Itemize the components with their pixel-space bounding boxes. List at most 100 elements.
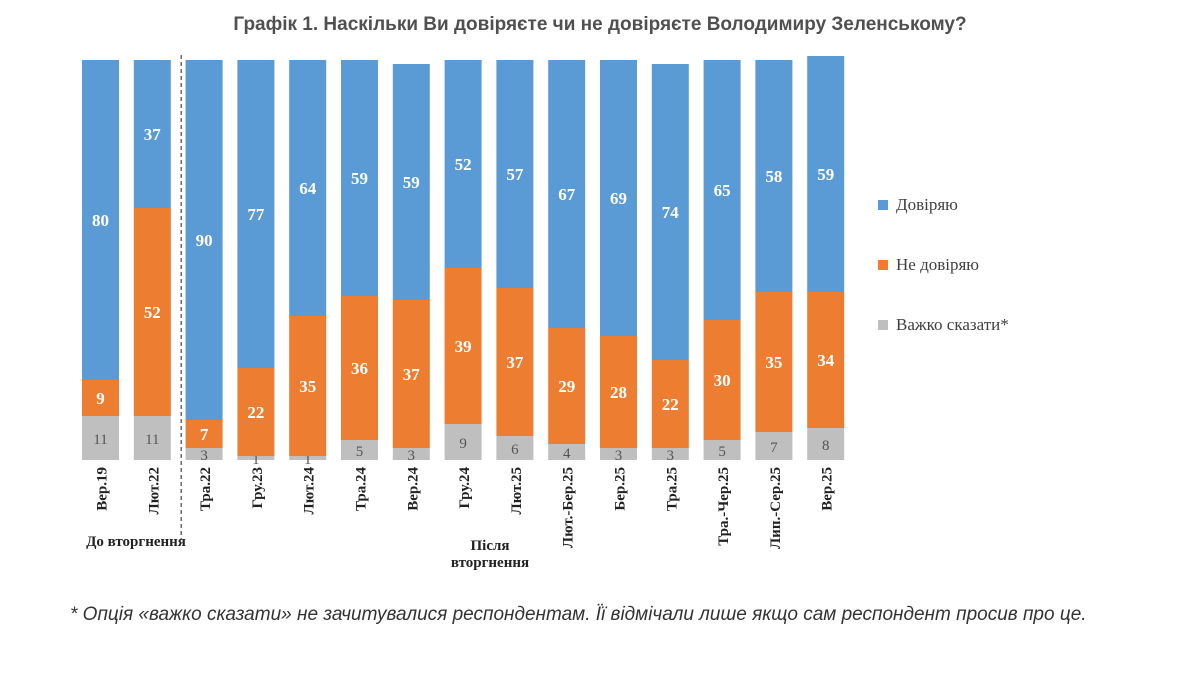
bar-trust-2 [185, 60, 223, 420]
data-label-trust-11: 74 [662, 203, 680, 222]
data-label-hard-to-say-5: 5 [356, 444, 364, 460]
data-label-hard-to-say-1: 11 [145, 432, 159, 448]
data-label-distrust-3: 22 [247, 403, 264, 422]
data-label-trust-0: 80 [92, 211, 109, 230]
bar-trust-3 [237, 60, 275, 368]
data-label-trust-3: 77 [247, 205, 265, 224]
data-label-distrust-13: 35 [765, 353, 782, 372]
bar-hard-to-say-11 [651, 448, 689, 460]
data-label-trust-12: 65 [714, 181, 731, 200]
bar-distrust-6 [392, 300, 430, 448]
bar-trust-13 [755, 60, 793, 292]
data-label-hard-to-say-7: 9 [459, 436, 467, 452]
data-label-trust-9: 67 [558, 185, 576, 204]
bar-distrust-14 [807, 292, 845, 428]
bar-distrust-13 [755, 292, 793, 432]
legend-label-hard-to-say: Важко сказати* [896, 315, 1009, 334]
data-label-hard-to-say-10: 3 [615, 448, 623, 464]
data-label-trust-1: 37 [144, 125, 162, 144]
data-label-trust-10: 69 [610, 189, 627, 208]
legend-swatch-hard-to-say [878, 320, 888, 330]
chart-legend: Довіряю Не довіряю Важко сказати* [878, 195, 1009, 375]
bar-hard-to-say-5 [341, 440, 378, 460]
data-label-distrust-2: 7 [200, 425, 209, 444]
data-label-hard-to-say-4: 1 [304, 452, 312, 468]
bar-hard-to-say-4 [289, 456, 327, 460]
group-label-before-invasion: До вторгнення [86, 534, 186, 550]
bar-trust-12 [703, 60, 741, 320]
x-tick-label-2: Тра.22 [198, 467, 214, 511]
bar-trust-7 [444, 60, 482, 268]
bar-trust-9 [548, 60, 586, 328]
bar-hard-to-say-6 [392, 448, 430, 460]
bar-trust-10 [600, 60, 637, 336]
x-tick-label-4: Лют.24 [302, 467, 318, 515]
legend-label-distrust: Не довіряю [896, 255, 979, 274]
bar-trust-1 [133, 60, 171, 208]
bar-distrust-11 [651, 360, 689, 448]
bar-hard-to-say-14 [807, 428, 845, 460]
bar-distrust-10 [600, 336, 637, 448]
data-label-trust-7: 52 [455, 155, 472, 174]
bar-hard-to-say-8 [496, 436, 534, 460]
data-label-hard-to-say-0: 11 [93, 432, 107, 448]
bar-hard-to-say-0 [82, 416, 119, 460]
x-tick-label-3: Гру.23 [250, 467, 266, 509]
legend-item-distrust: Не довіряю [878, 255, 1009, 275]
legend-item-hard-to-say: Важко сказати* [878, 315, 1009, 335]
data-label-distrust-9: 29 [558, 377, 575, 396]
x-tick-label-9: Лют.-Бер.25 [561, 467, 577, 548]
data-label-distrust-6: 37 [403, 365, 421, 384]
data-label-distrust-12: 30 [714, 371, 731, 390]
data-label-trust-4: 64 [299, 179, 317, 198]
data-label-hard-to-say-12: 5 [718, 444, 726, 460]
x-tick-label-11: Тра.25 [664, 467, 680, 511]
bar-trust-0 [82, 60, 119, 380]
x-tick-label-7: Гру.24 [457, 467, 473, 509]
bar-distrust-3 [237, 368, 275, 456]
data-label-trust-14: 59 [817, 165, 834, 184]
bar-trust-14 [807, 56, 845, 292]
bar-distrust-5 [341, 296, 378, 440]
bar-hard-to-say-2 [185, 448, 223, 460]
bar-hard-to-say-1 [133, 416, 171, 460]
legend-swatch-trust [878, 200, 888, 210]
bar-distrust-8 [496, 288, 534, 436]
bar-hard-to-say-10 [600, 448, 637, 460]
bar-distrust-7 [444, 268, 482, 424]
bar-hard-to-say-7 [444, 424, 482, 460]
x-tick-label-14: Вер.25 [820, 467, 836, 511]
data-label-distrust-5: 36 [351, 359, 368, 378]
group-label-after-invasion: Після вторгнення [450, 538, 530, 571]
bar-hard-to-say-12 [703, 440, 741, 460]
bar-distrust-0 [82, 380, 119, 416]
bar-hard-to-say-3 [237, 456, 275, 460]
data-label-hard-to-say-14: 8 [822, 438, 830, 454]
data-label-trust-8: 57 [506, 165, 524, 184]
data-label-distrust-4: 35 [299, 377, 316, 396]
data-label-trust-5: 59 [351, 169, 368, 188]
bar-hard-to-say-13 [755, 432, 793, 460]
footnote: * Опція «важко сказати» не зачитувалися … [70, 604, 1087, 625]
bar-hard-to-say-9 [548, 444, 586, 460]
bar-trust-6 [392, 64, 430, 300]
x-tick-label-10: Бер.25 [613, 467, 629, 511]
bar-trust-4 [289, 60, 327, 316]
data-label-hard-to-say-3: 1 [252, 452, 260, 468]
bar-distrust-2 [185, 420, 223, 448]
data-label-distrust-8: 37 [506, 353, 524, 372]
legend-swatch-distrust [878, 260, 888, 270]
data-label-hard-to-say-11: 3 [667, 448, 675, 464]
legend-label-trust: Довіряю [896, 195, 958, 214]
x-tick-label-0: Вер.19 [95, 467, 111, 511]
data-label-hard-to-say-8: 6 [511, 442, 519, 458]
data-label-hard-to-say-6: 3 [408, 448, 416, 464]
bar-distrust-12 [703, 320, 741, 440]
data-label-hard-to-say-13: 7 [770, 440, 778, 456]
x-tick-label-13: Лип.-Сер.25 [768, 467, 784, 549]
x-tick-label-5: Тра.24 [354, 467, 370, 512]
x-tick-label-1: Лют.22 [146, 467, 162, 514]
data-label-trust-13: 58 [765, 167, 782, 186]
data-label-distrust-7: 39 [455, 337, 472, 356]
